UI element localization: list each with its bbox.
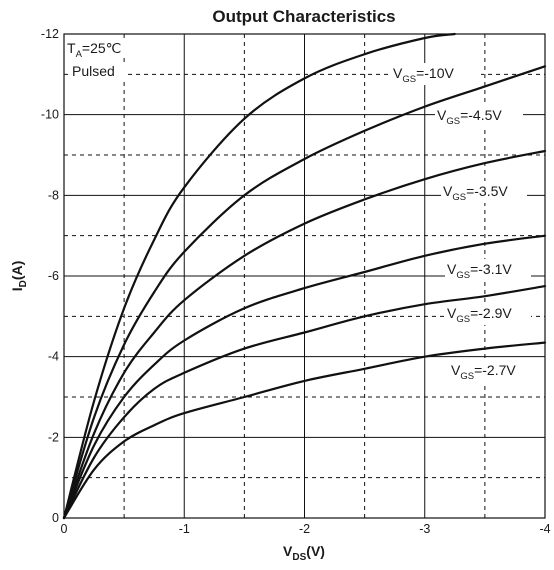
condition-bg [65,39,139,57]
temperature-condition: TA=25℃ [67,40,121,60]
y-tick-label: -4 [48,350,59,364]
axis-labels: VDS(V) ID(A) [9,261,325,563]
curves [62,32,547,520]
y-axis-label: ID(A) [9,261,29,292]
series-line [62,149,547,520]
x-tick-label: -4 [539,522,550,536]
y-tick-label: -10 [41,108,59,122]
series-label-bg [441,181,527,203]
series-label-bg [445,259,531,281]
y-tick-label: -8 [48,188,59,202]
series-label-bg [391,63,481,85]
grid [64,34,545,518]
series-line [62,32,456,520]
x-axis-label: VDS(V) [283,543,325,563]
chart-title: Output Characteristics [212,7,395,26]
y-tick-label: -6 [48,269,59,283]
series-label-bg [445,303,531,325]
series-line [62,285,547,520]
series-line [62,234,547,520]
condition-bg [70,62,126,80]
series-line [62,65,547,520]
series-line [62,341,547,520]
x-tick-label: 0 [61,522,68,536]
plot-frame [63,33,546,519]
series-label: VGS=-2.9V [447,305,512,325]
annotations: TA=25℃ Pulsed VGS=-10V VGS=-4.5V VGS=-3.5V VG… [65,39,535,382]
series-label: VGS=-3.1V [447,261,512,281]
series-label: VGS=-10V [393,65,454,85]
pulsed-condition: Pulsed [72,63,115,79]
tick-labels: 0 -1 -2 -3 -4 0 -2 -4 -6 -8 -10 -12 [41,27,551,536]
series-label: VGS=-4.5V [437,107,502,127]
y-tick-label: -2 [48,430,59,444]
series-label-bg [435,105,523,127]
series-label-bg [449,360,535,382]
series-label: VGS=-3.5V [443,183,508,203]
x-tick-label: -3 [419,522,430,536]
x-tick-label: -1 [179,522,190,536]
y-tick-label: 0 [52,511,59,525]
y-tick-label: -12 [41,27,59,41]
series-label: VGS=-2.7V [451,362,516,382]
x-tick-label: -2 [299,522,310,536]
